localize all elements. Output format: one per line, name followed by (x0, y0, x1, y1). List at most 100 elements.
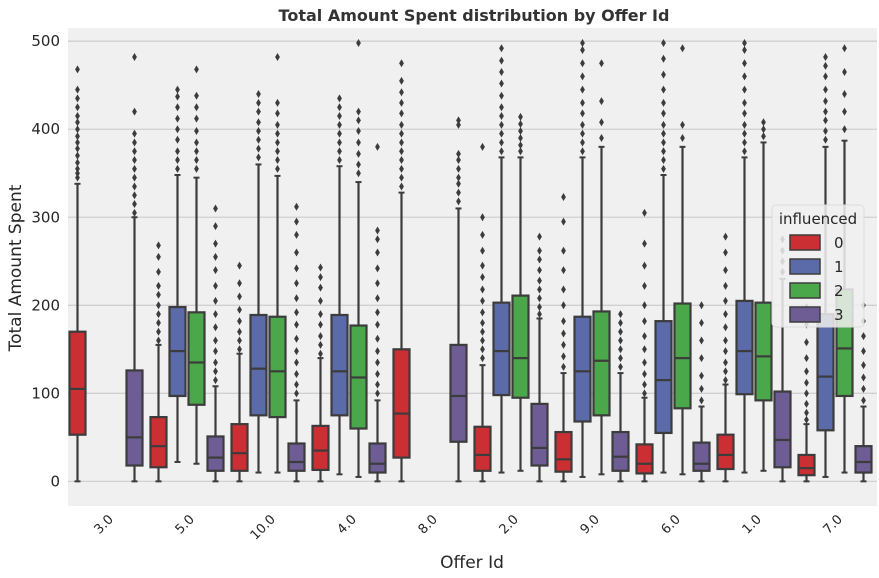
outlier-point (742, 138, 747, 147)
series-0 (68, 59, 816, 483)
outlier-point (75, 132, 80, 141)
outlier-point (580, 59, 585, 68)
outlier-point (661, 54, 666, 63)
outlier-point (642, 301, 647, 310)
legend-entries: 0 1 2 3 (789, 234, 844, 324)
outlier-point (861, 384, 866, 393)
legend-swatch-2 (789, 282, 821, 299)
legend-label-0: 0 (834, 234, 844, 252)
outlier-point (480, 318, 485, 327)
outlier-point (75, 169, 80, 178)
outlier-point (580, 138, 585, 147)
outlier-point (275, 109, 280, 118)
outlier-point (75, 125, 80, 134)
outlier-point (580, 46, 585, 55)
outlier-point (861, 396, 866, 405)
outlier-point (742, 109, 747, 118)
outlier-point (156, 252, 161, 261)
x-tick-label: 6.0 (659, 512, 684, 537)
outlier-point (499, 44, 504, 53)
outlier-point (599, 118, 604, 127)
box-body (249, 313, 268, 417)
outlier-point (742, 147, 747, 156)
outlier-point (642, 345, 647, 354)
outlier-point (213, 336, 218, 345)
outlier-point (256, 98, 261, 107)
outlier-point (318, 263, 323, 272)
box-body (330, 313, 349, 417)
outlier-point (723, 310, 728, 319)
outlier-point (175, 85, 180, 94)
outlier-point (156, 267, 161, 276)
outlier-point (580, 147, 585, 156)
box-3-9.0 (611, 310, 630, 483)
outlier-point (661, 164, 666, 173)
outlier-point (661, 138, 666, 147)
outlier-point (375, 142, 380, 151)
box-body (635, 443, 654, 475)
outlier-point (661, 85, 666, 94)
outlier-point (356, 138, 361, 147)
box-2-9.0 (592, 59, 611, 476)
box-body (673, 302, 692, 410)
outlier-point (75, 151, 80, 160)
x-axis-ticks: 3.0 5.0 10.0 4.0 8.0 2.0 9.0 6.0 1.0 7.0 (92, 512, 846, 543)
outlier-point (375, 320, 380, 329)
y-axis-label: Total Amount Spent (6, 184, 26, 352)
outlier-point (294, 347, 299, 356)
outlier-point (213, 204, 218, 213)
box-3-6.0 (692, 301, 711, 483)
outlier-point (318, 320, 323, 329)
outlier-point (375, 294, 380, 303)
box-body (68, 330, 87, 436)
outlier-point (75, 118, 80, 127)
outlier-point (399, 156, 404, 165)
y-tick-label: 200 (31, 296, 60, 314)
outlier-point (375, 248, 380, 257)
outlier-point (642, 380, 647, 389)
outlier-point (156, 318, 161, 327)
outlier-point (132, 164, 137, 173)
box-body (187, 311, 206, 406)
box-body (287, 442, 306, 472)
outlier-point (480, 273, 485, 282)
outlier-point (132, 53, 137, 62)
outlier-point (761, 132, 766, 141)
box-3-3.0 (125, 53, 144, 483)
outlier-point (661, 120, 666, 129)
outlier-point (156, 290, 161, 299)
outlier-point (318, 310, 323, 319)
outlier-point (642, 317, 647, 326)
outlier-point (661, 109, 666, 118)
outlier-point (642, 369, 647, 378)
outlier-point (213, 222, 218, 231)
outlier-point (618, 336, 623, 345)
outlier-point (642, 389, 647, 398)
outlier-point (580, 120, 585, 129)
outlier-point (237, 327, 242, 336)
box-body (716, 433, 735, 471)
box-body (692, 441, 711, 472)
legend-swatch-1 (789, 258, 821, 275)
box-1-6.0 (654, 38, 673, 474)
outlier-point (275, 164, 280, 173)
outlier-point (75, 158, 80, 167)
outlier-point (399, 109, 404, 118)
outlier-point (175, 92, 180, 101)
outlier-point (823, 97, 828, 106)
outlier-point (580, 129, 585, 138)
box-3-5.0 (206, 204, 225, 483)
outlier-point (723, 281, 728, 290)
outlier-point (275, 53, 280, 62)
outlier-point (480, 230, 485, 239)
outlier-point (375, 334, 380, 343)
outlier-point (237, 279, 242, 288)
outlier-point (132, 138, 137, 147)
outlier-point (318, 273, 323, 282)
outlier-point (723, 323, 728, 332)
outlier-point (356, 116, 361, 125)
plot-background (68, 28, 877, 506)
outlier-point (823, 107, 828, 116)
x-tick-label: 4.0 (335, 512, 360, 537)
outlier-point (256, 118, 261, 127)
